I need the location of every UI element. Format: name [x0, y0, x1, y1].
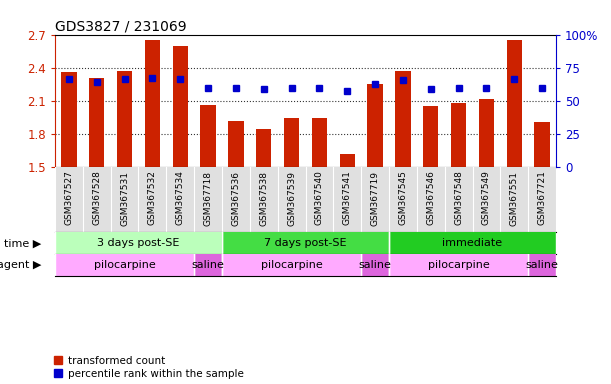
Text: GSM367545: GSM367545	[398, 170, 408, 225]
Bar	[117, 71, 132, 167]
Text: GSM367541: GSM367541	[343, 170, 352, 225]
Text: time ▶: time ▶	[4, 238, 41, 248]
Bar	[451, 103, 466, 167]
Bar	[423, 106, 439, 167]
Text: saline: saline	[359, 260, 392, 270]
Bar	[222, 254, 361, 276]
Text: GSM367531: GSM367531	[120, 170, 129, 225]
Text: GSM367721: GSM367721	[538, 170, 547, 225]
Text: GSM367528: GSM367528	[92, 170, 101, 225]
Bar	[361, 254, 389, 276]
Text: pilocarpine: pilocarpine	[93, 260, 155, 270]
Bar	[222, 232, 389, 254]
Bar	[145, 40, 160, 167]
Bar	[528, 254, 556, 276]
Text: GSM367551: GSM367551	[510, 170, 519, 225]
Text: GSM367538: GSM367538	[259, 170, 268, 225]
Bar	[395, 71, 411, 167]
Text: saline: saline	[525, 260, 558, 270]
Bar	[61, 72, 76, 167]
Bar	[535, 122, 550, 167]
Bar	[172, 46, 188, 167]
Bar	[55, 254, 194, 276]
Text: GSM367532: GSM367532	[148, 170, 157, 225]
Text: GSM367534: GSM367534	[176, 170, 185, 225]
Text: immediate: immediate	[442, 238, 503, 248]
Bar	[389, 232, 556, 254]
Text: 7 days post-SE: 7 days post-SE	[264, 238, 347, 248]
Text: pilocarpine: pilocarpine	[428, 260, 489, 270]
Text: pilocarpine: pilocarpine	[261, 260, 323, 270]
Text: GSM367549: GSM367549	[482, 170, 491, 225]
Text: 3 days post-SE: 3 days post-SE	[97, 238, 180, 248]
Text: GDS3827 / 231069: GDS3827 / 231069	[55, 20, 186, 33]
Text: GSM367718: GSM367718	[203, 170, 213, 225]
Bar	[55, 232, 222, 254]
Text: GSM367527: GSM367527	[64, 170, 73, 225]
Text: GSM367536: GSM367536	[232, 170, 240, 225]
Text: GSM367539: GSM367539	[287, 170, 296, 225]
Text: GSM367548: GSM367548	[454, 170, 463, 225]
Bar	[284, 118, 299, 167]
Bar	[256, 129, 271, 167]
Bar	[367, 84, 382, 167]
Bar	[89, 78, 104, 167]
Bar	[389, 254, 528, 276]
Legend: transformed count, percentile rank within the sample: transformed count, percentile rank withi…	[54, 356, 244, 379]
Bar	[229, 121, 244, 167]
Bar	[507, 40, 522, 167]
Text: agent ▶: agent ▶	[0, 260, 41, 270]
Text: GSM367719: GSM367719	[371, 170, 379, 225]
Bar	[200, 105, 216, 167]
Text: GSM367540: GSM367540	[315, 170, 324, 225]
Text: saline: saline	[192, 260, 224, 270]
Text: GSM367546: GSM367546	[426, 170, 435, 225]
Bar	[194, 254, 222, 276]
Bar	[312, 118, 327, 167]
Bar	[340, 154, 355, 167]
Bar	[479, 99, 494, 167]
